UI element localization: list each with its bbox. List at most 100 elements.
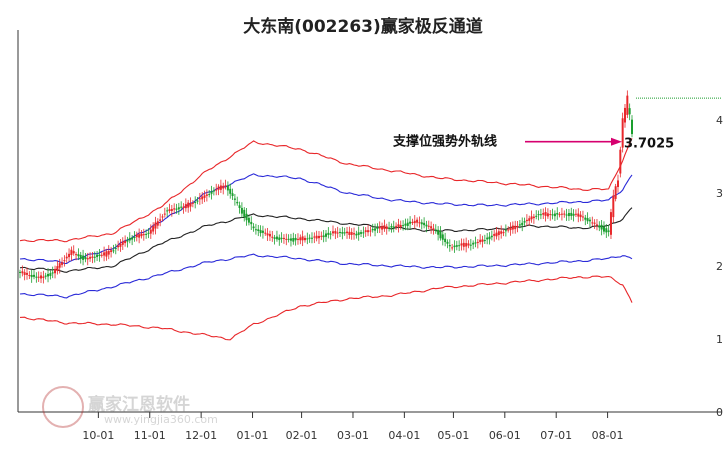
candle-body [402, 225, 405, 227]
candle-body [362, 232, 365, 234]
candle-body [348, 231, 351, 235]
candle-body [565, 214, 568, 216]
candle-body [208, 194, 211, 196]
candle-body [156, 221, 159, 226]
candle-body [593, 222, 596, 224]
candle-body [355, 233, 358, 236]
candle-body [490, 235, 493, 238]
candle-body [243, 209, 246, 217]
candle-body [245, 213, 248, 221]
candle-body [516, 225, 519, 227]
candle-body [51, 272, 54, 274]
candle-body [121, 241, 124, 245]
chart-title: 大东南(002263)赢家极反通道 [243, 17, 483, 37]
candle-body [448, 245, 451, 247]
candle-body [327, 232, 330, 235]
candle-body [411, 222, 414, 224]
candle-body [383, 225, 386, 230]
candle-body [240, 207, 243, 214]
candle-body [21, 271, 24, 274]
candle-body [117, 245, 120, 248]
candle-body [166, 210, 169, 212]
candle-body [364, 230, 367, 233]
candle-body [161, 216, 164, 218]
candle-body [271, 236, 274, 238]
candle-body [296, 238, 299, 240]
candle-body [416, 219, 419, 223]
candle-body [63, 260, 66, 262]
candle-body [320, 235, 323, 237]
candle-body [159, 219, 162, 221]
candle-body [628, 108, 631, 115]
candle-body [570, 212, 573, 216]
candle-body [502, 232, 505, 234]
candle-body [336, 232, 339, 234]
candle-body [588, 219, 591, 222]
candle-body [558, 214, 561, 216]
candle-body [551, 214, 554, 216]
candle-body [460, 243, 463, 246]
candle-body [556, 213, 559, 215]
candle-body [49, 273, 52, 276]
candle-body [254, 229, 257, 231]
candle-body [54, 269, 57, 274]
candle-body [170, 209, 173, 212]
candle-body [381, 226, 384, 230]
candle-body [507, 229, 510, 231]
watermark: 赢家江恩软件 www.yingjia360.com [42, 386, 242, 436]
candle-body [152, 226, 155, 232]
candle-body [427, 225, 430, 227]
candle-body [343, 232, 346, 234]
candle-body [222, 185, 225, 189]
candle-body [395, 225, 398, 227]
candle-body [107, 250, 110, 255]
candle-body [28, 275, 31, 277]
candle-body [61, 262, 64, 265]
candle-body [488, 236, 491, 240]
candle-body [441, 234, 444, 240]
candle-body [250, 221, 253, 225]
candle-body [341, 232, 344, 234]
candle-body [621, 118, 624, 148]
candle-body [607, 230, 610, 232]
candle-body [238, 205, 241, 209]
candle-body [350, 232, 353, 235]
y-tick-label: 1 [716, 333, 723, 346]
candle-body [110, 250, 113, 253]
candle-body [509, 227, 512, 231]
candle-body [303, 237, 306, 241]
candle-body [287, 238, 290, 240]
candle-body [371, 228, 374, 231]
candle-body [273, 237, 276, 239]
candle-body [385, 226, 388, 229]
candle-body [261, 230, 264, 233]
candle-body [70, 249, 73, 256]
candle-body [128, 237, 131, 241]
candle-body [175, 208, 178, 210]
candle-body [572, 213, 575, 216]
y-tick-label: 3 [716, 187, 723, 200]
candle-body [47, 273, 50, 277]
candle-body [103, 252, 106, 256]
candle-body [616, 180, 619, 187]
candle-body [430, 226, 433, 229]
candle-body [212, 190, 215, 192]
candle-body [114, 248, 117, 250]
candle-body [75, 254, 78, 256]
candle-body [353, 233, 356, 235]
candle-body [56, 266, 59, 272]
candle-body [346, 231, 349, 234]
candle-body [264, 232, 267, 234]
candle-body [79, 254, 82, 259]
candle-body [294, 237, 297, 241]
candle-body [168, 209, 171, 212]
candle-body [369, 230, 372, 232]
candle-body [226, 185, 229, 191]
candle-body [332, 231, 335, 234]
candle-body [497, 231, 500, 236]
candle-body [623, 107, 626, 123]
candle-body [584, 217, 587, 220]
watermark-logo-icon [42, 386, 84, 428]
candle-body [306, 238, 309, 240]
candle-body [546, 213, 549, 217]
